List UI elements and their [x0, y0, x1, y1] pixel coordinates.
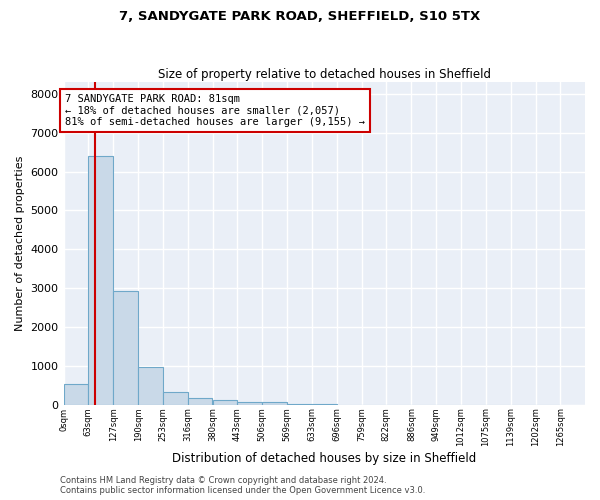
Y-axis label: Number of detached properties: Number of detached properties	[15, 156, 25, 331]
Bar	[262, 402, 287, 404]
Text: 7 SANDYGATE PARK ROAD: 81sqm
← 18% of detached houses are smaller (2,057)
81% of: 7 SANDYGATE PARK ROAD: 81sqm ← 18% of de…	[65, 94, 365, 127]
Bar	[88, 156, 113, 404]
X-axis label: Distribution of detached houses by size in Sheffield: Distribution of detached houses by size …	[172, 452, 476, 465]
Bar	[238, 402, 262, 404]
Title: Size of property relative to detached houses in Sheffield: Size of property relative to detached ho…	[158, 68, 491, 81]
Bar	[64, 384, 88, 404]
Bar	[188, 398, 212, 404]
Bar	[213, 400, 238, 404]
Bar	[138, 367, 163, 405]
Bar	[113, 291, 138, 405]
Text: Contains HM Land Registry data © Crown copyright and database right 2024.
Contai: Contains HM Land Registry data © Crown c…	[60, 476, 425, 495]
Text: 7, SANDYGATE PARK ROAD, SHEFFIELD, S10 5TX: 7, SANDYGATE PARK ROAD, SHEFFIELD, S10 5…	[119, 10, 481, 23]
Bar	[163, 392, 188, 404]
